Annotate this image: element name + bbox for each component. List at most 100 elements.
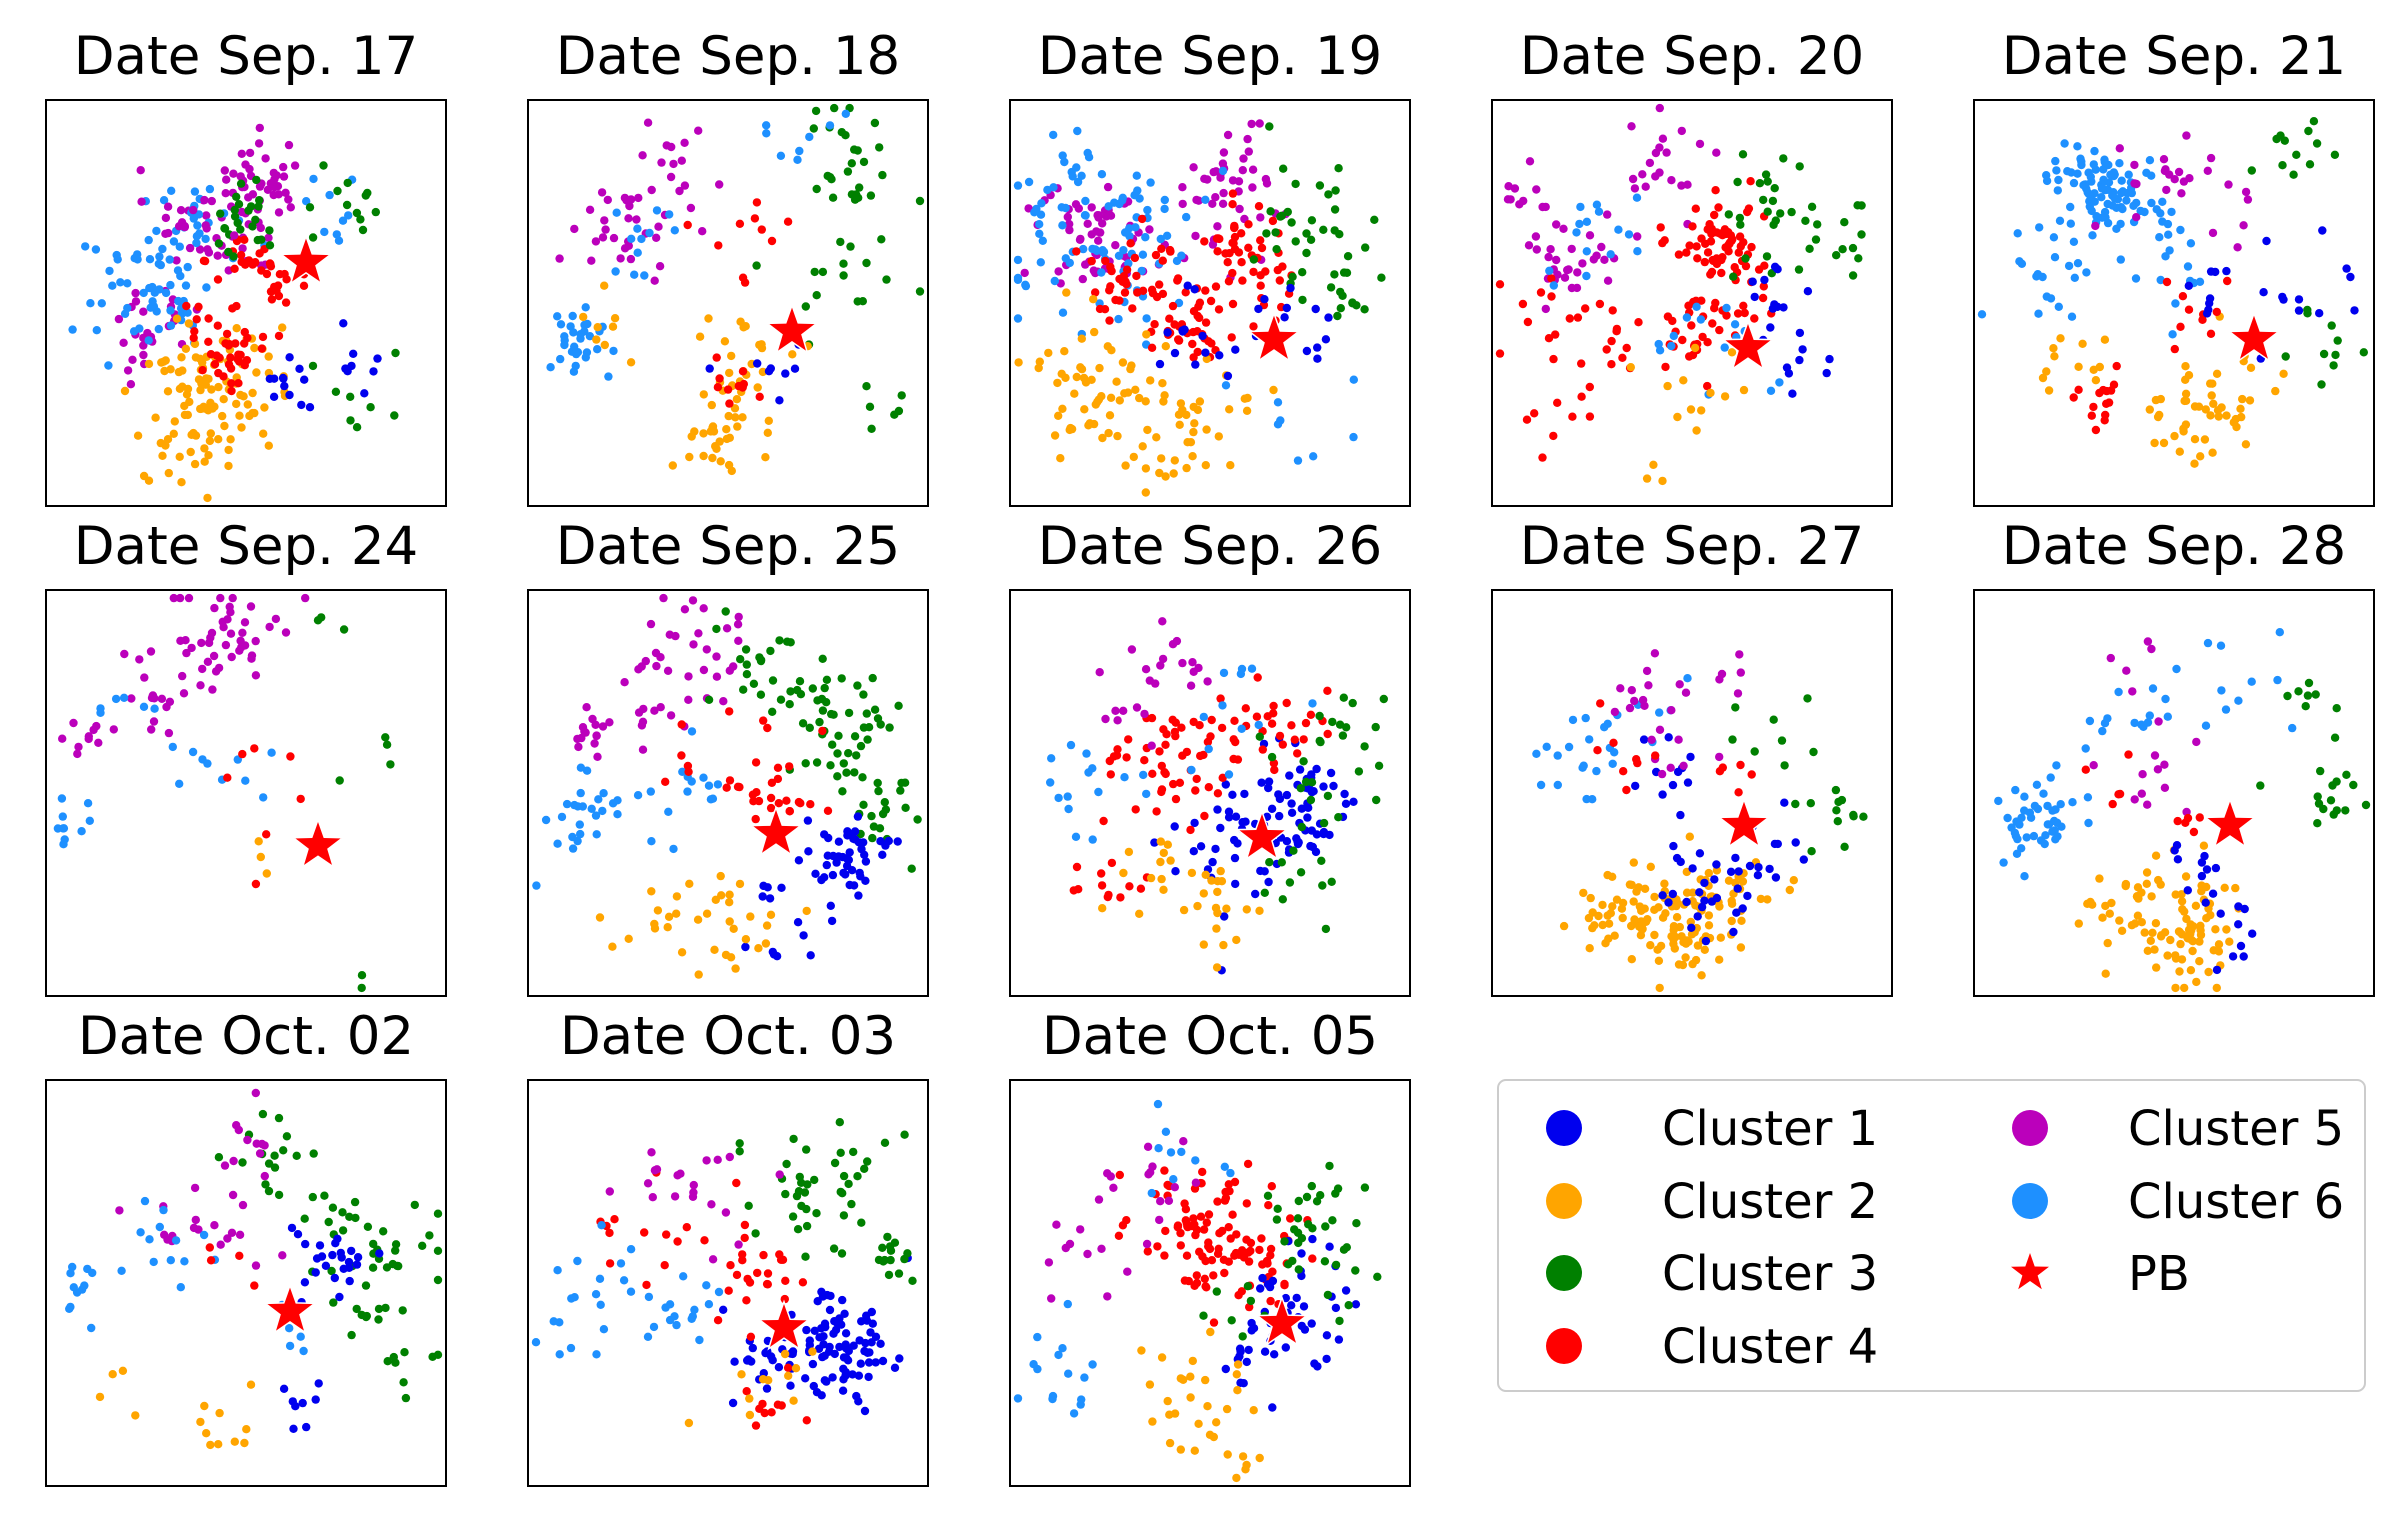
data-point — [230, 1437, 239, 1446]
data-point — [1312, 1197, 1322, 1206]
data-point — [1244, 243, 1253, 252]
data-point — [1186, 825, 1195, 835]
data-point — [1724, 876, 1734, 885]
data-point — [1299, 757, 1308, 766]
data-point — [1319, 225, 1328, 234]
data-point — [685, 879, 694, 888]
data-point — [2097, 213, 2107, 222]
data-point — [1313, 343, 1322, 352]
data-point — [849, 1147, 858, 1157]
data-point — [1190, 419, 1199, 428]
data-point — [599, 789, 608, 798]
data-point — [1137, 1346, 1146, 1355]
data-point — [2049, 233, 2059, 242]
data-point — [734, 612, 743, 622]
data-point — [1650, 892, 1659, 902]
data-point — [185, 243, 195, 253]
data-point — [1848, 271, 1858, 280]
data-point — [1698, 332, 1707, 342]
data-point — [1156, 857, 1165, 867]
data-point — [1208, 240, 1218, 249]
data-point — [1198, 331, 1207, 341]
data-point — [335, 776, 344, 785]
data-point — [165, 697, 175, 706]
data-point — [1060, 157, 1069, 167]
data-point — [383, 1357, 392, 1366]
data-point — [1120, 288, 1130, 297]
data-point — [152, 226, 161, 236]
data-point — [126, 380, 136, 389]
data-point — [605, 1187, 614, 1196]
data-point — [1236, 669, 1246, 679]
data-point — [1692, 302, 1701, 311]
data-point — [1733, 689, 1743, 698]
data-point — [2202, 309, 2212, 318]
data-point — [235, 1251, 244, 1261]
data-point — [1163, 840, 1173, 849]
data-point — [191, 1215, 200, 1225]
data-point — [693, 915, 703, 924]
data-point — [689, 1188, 698, 1197]
data-point — [1681, 953, 1690, 962]
data-point — [2173, 855, 2183, 864]
data-point — [1791, 838, 1800, 847]
data-point — [1633, 232, 1642, 241]
data-point — [1254, 202, 1264, 211]
data-point — [2239, 952, 2248, 961]
data-point — [381, 733, 390, 742]
data-point — [1679, 761, 1688, 770]
data-point — [1307, 778, 1317, 787]
data-point — [808, 1347, 817, 1356]
data-point — [222, 329, 232, 339]
data-point — [2127, 188, 2136, 198]
data-point — [252, 1139, 261, 1148]
data-point — [684, 672, 693, 681]
data-point — [339, 319, 348, 328]
data-point — [849, 1341, 858, 1350]
data-point — [745, 1394, 754, 1403]
data-point — [189, 333, 198, 343]
data-point — [193, 221, 202, 230]
data-point — [2201, 898, 2210, 907]
data-point — [882, 275, 891, 284]
data-point — [1763, 177, 1772, 186]
data-point — [166, 321, 176, 330]
data-point — [654, 222, 663, 231]
data-point — [2184, 305, 2194, 314]
data-point — [2188, 946, 2197, 956]
data-point — [808, 1359, 818, 1369]
data-point — [1035, 229, 1044, 238]
data-point — [236, 350, 245, 360]
data-point — [1324, 190, 1333, 199]
data-point — [68, 1262, 77, 1272]
data-point — [180, 401, 189, 411]
panel: Date Sep. 24 — [45, 516, 447, 997]
data-point — [171, 1236, 181, 1245]
data-point — [204, 638, 214, 648]
data-point — [894, 406, 904, 416]
panel: Date Oct. 03 — [527, 1006, 929, 1487]
data-point — [1215, 351, 1224, 360]
data-point — [1279, 164, 1288, 173]
data-point — [2161, 252, 2170, 261]
data-point — [1024, 177, 1034, 187]
data-point — [287, 1223, 297, 1233]
data-point — [1299, 1302, 1309, 1311]
data-point — [556, 354, 565, 364]
data-point — [2015, 820, 2024, 829]
data-point — [682, 1223, 691, 1232]
data-point — [298, 1398, 307, 1408]
data-point — [1323, 729, 1332, 739]
data-point — [2081, 765, 2090, 774]
points-group — [1013, 119, 1386, 497]
data-point — [1668, 889, 1678, 899]
data-point — [1169, 1175, 1178, 1184]
data-point — [1243, 1282, 1253, 1291]
data-point — [2206, 379, 2215, 388]
data-point — [1308, 1254, 1317, 1263]
data-point — [1049, 130, 1058, 140]
data-point — [1213, 887, 1222, 897]
data-point — [299, 281, 309, 290]
data-point — [1676, 810, 1685, 820]
data-point — [767, 236, 777, 246]
